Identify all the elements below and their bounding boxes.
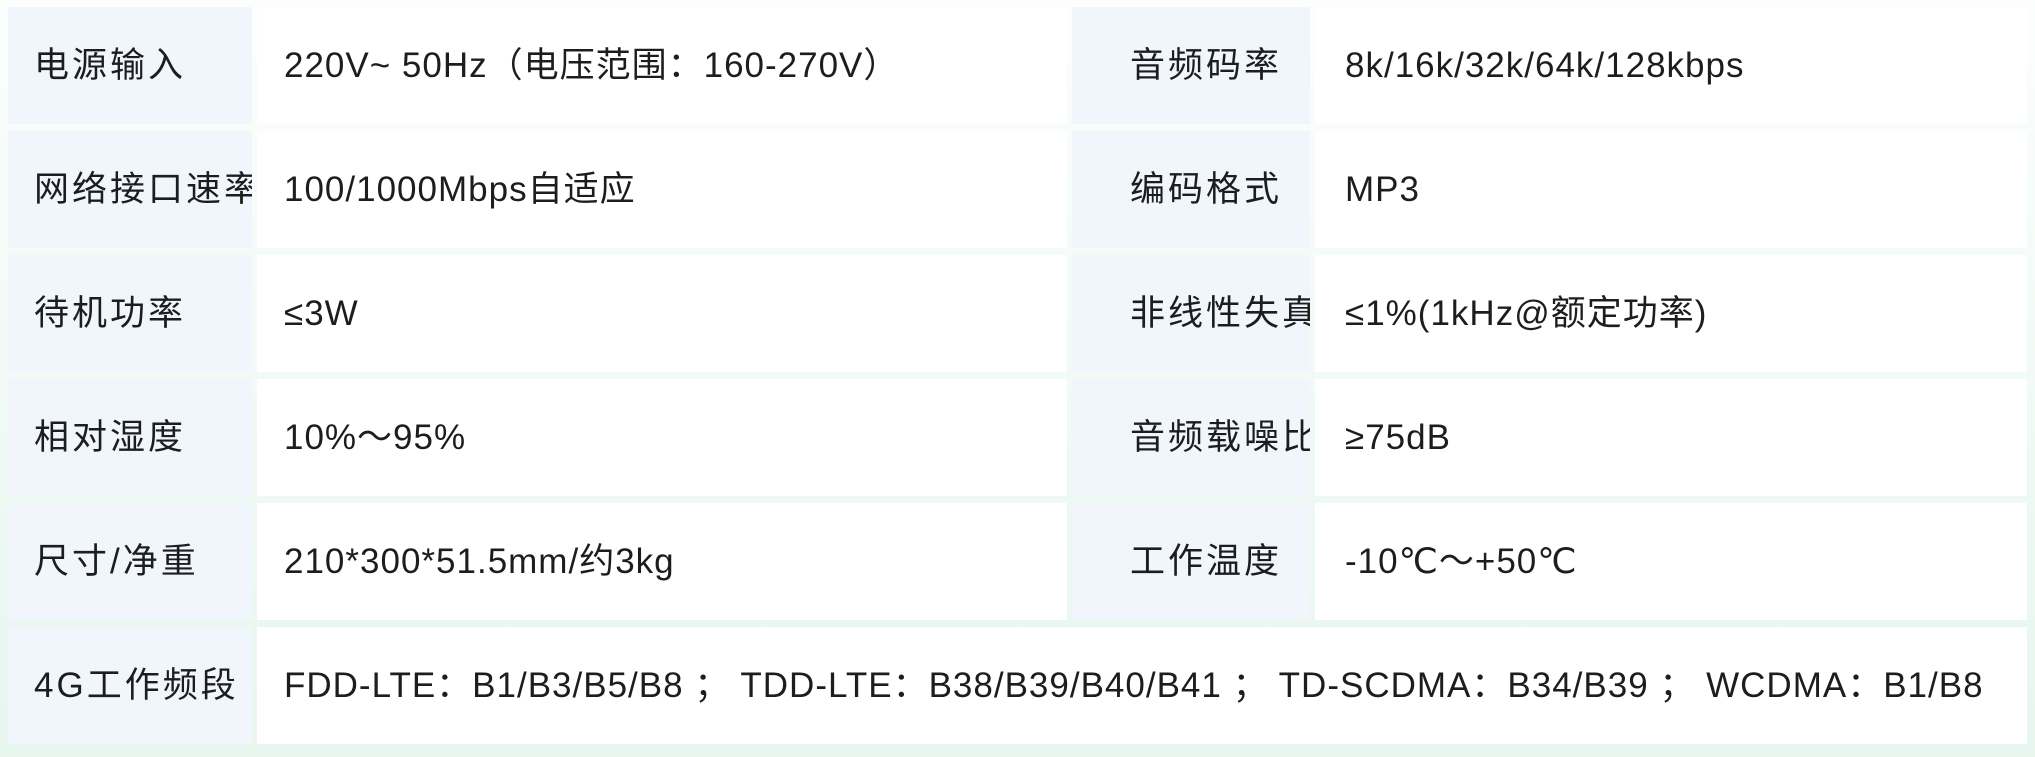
spec-value-audio-bitrate: 8k/16k/32k/64k/128kbps <box>1315 7 2027 124</box>
spec-label-work-temp: 工作温度 <box>1072 503 1310 620</box>
spec-label-codec-format: 编码格式 <box>1072 131 1310 248</box>
spec-value-snr: ≥75dB <box>1315 379 2027 496</box>
spec-value-power-input: 220V~ 50Hz（电压范围：160-270V） <box>257 7 1067 124</box>
spec-value-standby-power: ≤3W <box>257 255 1067 372</box>
spec-label-distortion: 非线性失真 <box>1072 255 1310 372</box>
spec-value-relative-humidity: 10%～95% <box>257 379 1067 496</box>
spec-label-4g-bands: 4G工作频段 <box>8 627 252 744</box>
spec-label-network-speed: 网络接口速率 <box>8 131 252 248</box>
spec-label-power-input: 电源输入 <box>8 7 252 124</box>
spec-value-work-temp: -10℃～+50℃ <box>1315 503 2027 620</box>
spec-value-4g-bands: FDD-LTE：B1/B3/B5/B8 ； TDD-LTE：B38/B39/B4… <box>257 627 2027 744</box>
spec-label-standby-power: 待机功率 <box>8 255 252 372</box>
spec-label-snr: 音频载噪比 <box>1072 379 1310 496</box>
spec-value-codec-format: MP3 <box>1315 131 2027 248</box>
spec-value-distortion: ≤1%(1kHz@额定功率) <box>1315 255 2027 372</box>
spec-value-size-weight: 210*300*51.5mm/约3kg <box>257 503 1067 620</box>
spec-label-size-weight: 尺寸/净重 <box>8 503 252 620</box>
spec-label-relative-humidity: 相对湿度 <box>8 379 252 496</box>
spec-label-audio-bitrate: 音频码率 <box>1072 7 1310 124</box>
spec-value-network-speed: 100/1000Mbps自适应 <box>257 131 1067 248</box>
